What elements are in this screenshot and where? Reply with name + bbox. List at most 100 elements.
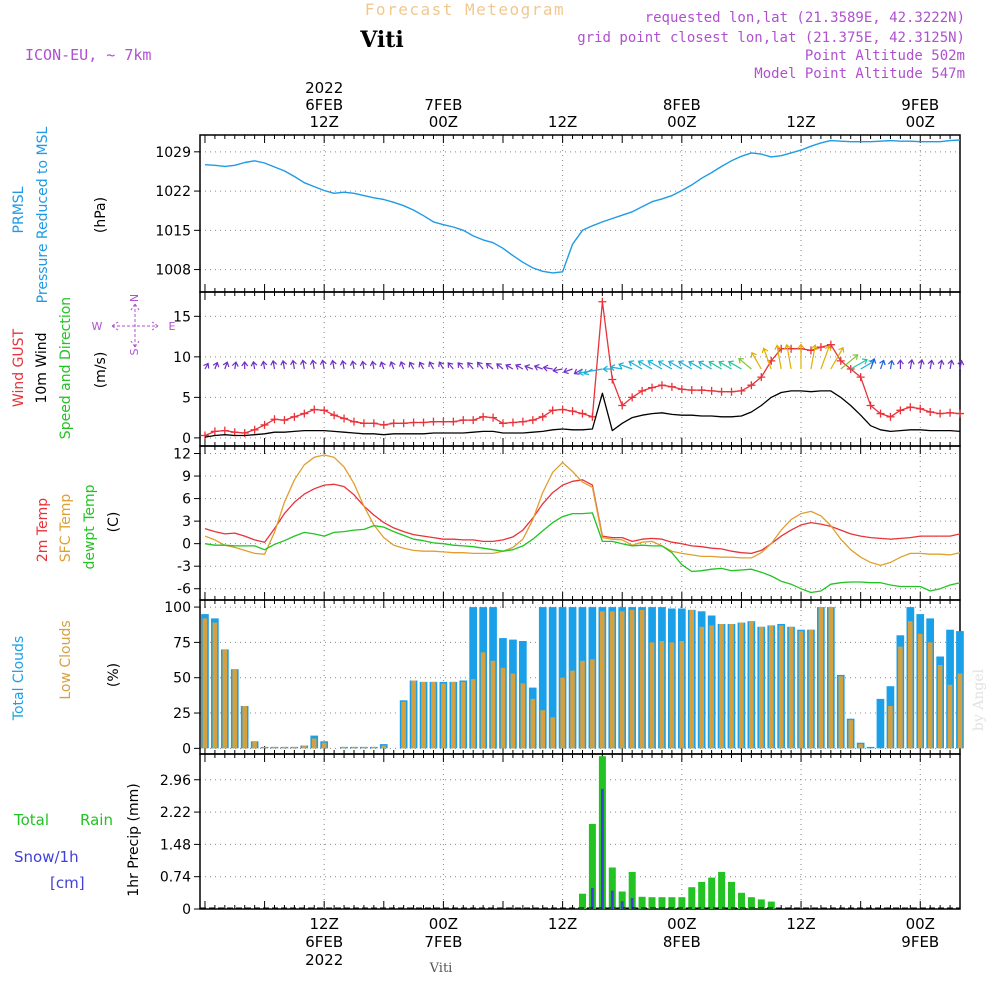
low-clouds-bar: [669, 642, 675, 749]
low-clouds-bar: [699, 626, 704, 749]
rain-bar: [718, 871, 726, 909]
wind-gust-point: [548, 406, 557, 415]
top-time-label: 12Z: [548, 113, 577, 131]
y-tick-label: -6: [177, 582, 191, 598]
y-tick-label: 75: [173, 635, 191, 651]
rain-bar: [648, 897, 656, 909]
wind-gust-point: [429, 417, 438, 426]
wind-gust-point: [777, 344, 786, 353]
y-tick-label: 12: [173, 447, 191, 463]
wind-arrow: [797, 343, 805, 369]
wind-gust-point: [826, 340, 835, 349]
low-clouds-bar: [470, 679, 476, 749]
panel-frame: [199, 753, 961, 910]
point-altitude: Point Altitude 502m: [805, 48, 965, 64]
low-clouds-bar: [818, 607, 824, 749]
wind-gust-point: [399, 419, 408, 428]
low-clouds-bar: [768, 625, 774, 749]
low-clouds-label: Low Clouds: [58, 620, 74, 699]
precip-snow-label: Snow/1h: [14, 848, 79, 866]
wind-gust-point: [677, 385, 686, 394]
wind-gust-label: Wind GUST: [11, 328, 27, 407]
wind-arrow: [260, 360, 268, 370]
snow-bar: [591, 888, 594, 909]
low-clouds-bar: [590, 659, 595, 749]
wind-gust-point: [310, 405, 319, 414]
wind-arrow: [820, 344, 832, 370]
wind-arrow: [618, 362, 633, 370]
low-clouds-bar: [252, 741, 257, 749]
rain-bar: [757, 899, 765, 909]
total-clouds-bar: [876, 698, 885, 749]
wind-gust-point: [787, 344, 796, 353]
wind-arrow: [222, 361, 230, 370]
wind-arrow: [887, 359, 895, 370]
low-clouds-bar: [759, 626, 764, 749]
wind-arrow: [309, 359, 317, 370]
low-clouds-bar: [272, 746, 277, 749]
wind-gust-point: [518, 417, 527, 426]
wind-arrow: [280, 359, 288, 370]
wind-arrow: [602, 365, 613, 373]
wind-gust-point: [528, 416, 537, 425]
wind-arrow: [708, 360, 722, 370]
wind-gust-point: [886, 412, 895, 421]
wind-gust-point: [737, 386, 746, 395]
wind-arrow: [727, 360, 742, 370]
wind-gust-point: [389, 419, 398, 428]
wind-gust-point: [747, 381, 756, 390]
low-clouds-bar: [401, 701, 406, 749]
wind-arrow: [542, 364, 553, 372]
precip-cm-label: [cm]: [50, 874, 85, 892]
rain-bar: [668, 897, 676, 909]
wind-arrow: [578, 368, 603, 376]
rain-bar: [579, 893, 586, 909]
footer-station: Viti: [429, 961, 453, 976]
temp-sfc-label: SFC Temp: [58, 494, 74, 563]
pressure-label-prmsl: PRMSL: [11, 186, 27, 233]
wind-gust-point: [270, 415, 279, 424]
wind-arrow: [552, 366, 563, 374]
low-clouds-bar: [520, 683, 526, 749]
rain-bar: [747, 897, 755, 909]
bottom-time-label: 8FEB: [663, 933, 701, 951]
wind-arrow: [573, 368, 583, 375]
rain-bar: [678, 897, 686, 909]
wind-gust-point: [220, 426, 229, 435]
wind-gust-point: [638, 386, 647, 395]
temp-sfc-line: [204, 454, 961, 567]
low-clouds-bar: [341, 746, 347, 749]
y-tick-label: -3: [177, 559, 191, 575]
y-tick-label: 1022: [155, 184, 191, 200]
low-clouds-bar: [242, 706, 247, 749]
wind-arrow: [203, 362, 210, 370]
low-clouds-bar: [212, 622, 218, 749]
y-tick-label: 0: [182, 741, 191, 757]
chart-title: Forecast Meteogram: [365, 0, 565, 19]
low-clouds-bar: [679, 641, 685, 749]
wind-arrow: [657, 360, 673, 370]
y-tick-label: 25: [173, 706, 191, 722]
wind-arrow: [250, 360, 258, 370]
bottom-time-label: 2022: [305, 951, 343, 969]
wind-arrow: [896, 359, 904, 369]
y-tick-label: 15: [173, 309, 191, 325]
wind-arrow: [840, 354, 859, 370]
total-clouds-label: Total Clouds: [11, 636, 27, 721]
wind-arrow: [784, 343, 792, 370]
wind-arrow: [850, 358, 868, 370]
low-clouds-bar: [441, 683, 446, 749]
low-clouds-bar: [749, 621, 754, 749]
low-clouds-bar: [451, 681, 456, 749]
low-clouds-bar: [639, 609, 645, 749]
wind-arrow: [879, 359, 886, 370]
wind-gust-point: [290, 412, 299, 421]
top-time-label: 12Z: [309, 113, 338, 131]
wind-arrow: [917, 358, 925, 370]
y-tick-label: 1.48: [160, 837, 191, 853]
wind-gust-point: [359, 419, 368, 428]
low-clouds-bar: [858, 744, 863, 749]
wind-gust-point: [697, 386, 706, 395]
wind-gust-point: [280, 416, 289, 425]
low-clouds-bar: [580, 660, 585, 749]
